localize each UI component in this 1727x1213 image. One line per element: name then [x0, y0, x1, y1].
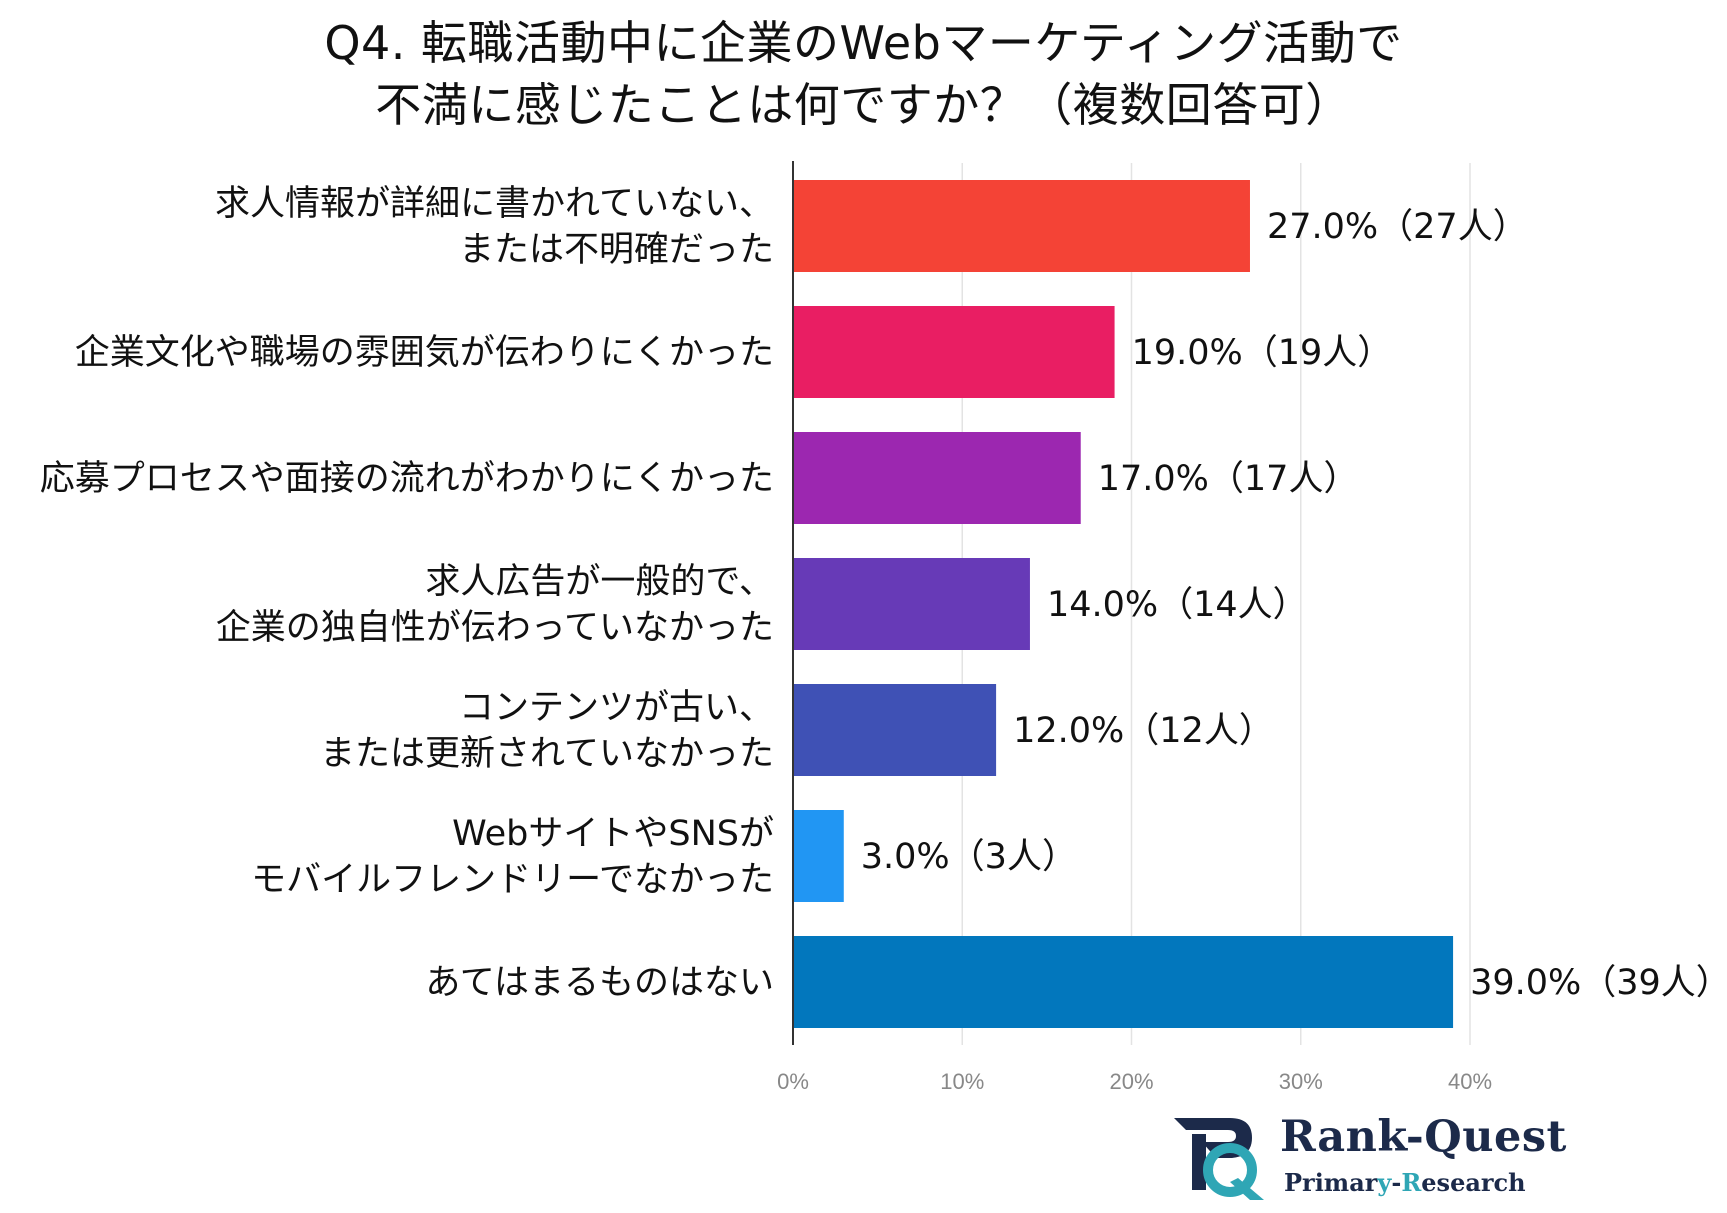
- bars: [793, 180, 1454, 1028]
- x-tick-labels: 0% 10% 20% 30% 40%: [777, 1069, 1492, 1094]
- value-label-6: 3.0%（3人）: [861, 837, 1077, 877]
- bar-3: [793, 432, 1081, 524]
- bar-5: [793, 684, 997, 776]
- bar-1: [793, 180, 1250, 272]
- value-label-3: 17.0%（17人）: [1098, 459, 1359, 499]
- category-labels: 求人情報が詳細に書かれていない、または不明確だった企業文化や職場の雰囲気が伝わり…: [40, 184, 774, 1003]
- value-labels: 27.0%（27人） 19.0%（19人） 17.0%（17人） 14.0%（14人）…: [861, 207, 1727, 1003]
- category-label-2: 企業文化や職場の雰囲気が伝わりにくかった: [75, 333, 774, 373]
- rank-quest-logo-icon: [1174, 1118, 1264, 1200]
- bar-2: [793, 306, 1115, 398]
- value-label-7: 39.0%（39人）: [1470, 963, 1727, 1003]
- bar-4: [793, 558, 1030, 650]
- bar-7: [793, 936, 1454, 1028]
- x-tick-label-0: 0%: [777, 1069, 809, 1094]
- chart-title-line-1: Q4. 転職活動中に企業のWebマーケティング活動で: [324, 16, 1403, 70]
- category-label-7: あてはまるものはない: [425, 963, 774, 1003]
- x-tick-label-30: 30%: [1279, 1069, 1323, 1094]
- rank-quest-logo: Rank-Quest Primary-Research: [1172, 1112, 1566, 1202]
- value-label-4: 14.0%（14人）: [1047, 585, 1308, 625]
- logo-name: Rank-Quest: [1280, 1112, 1567, 1162]
- bar-6: [793, 810, 844, 902]
- chart-title-line-2: 不満に感じたことは何ですか？（複数回答可）: [375, 78, 1352, 132]
- category-label-1: 求人情報が詳細に書かれていない、または不明確だった: [215, 184, 774, 270]
- logo-subtitle: Primary-Research: [1284, 1168, 1526, 1197]
- category-label-5: コンテンツが古い、または更新されていなかった: [320, 688, 774, 774]
- x-tick-label-10: 10%: [940, 1069, 984, 1094]
- value-label-1: 27.0%（27人）: [1267, 207, 1528, 247]
- category-label-6: WebサイトやSNSがモバイルフレンドリーでなかった: [251, 814, 774, 900]
- category-label-4: 求人広告が一般的で、企業の独自性が伝わっていなかった: [216, 562, 774, 648]
- value-label-2: 19.0%（19人）: [1132, 333, 1393, 373]
- x-tick-label-40: 40%: [1448, 1069, 1492, 1094]
- x-tick-label-20: 20%: [1109, 1069, 1153, 1094]
- value-label-5: 12.0%（12人）: [1013, 711, 1274, 751]
- category-label-3: 応募プロセスや面接の流れがわかりにくかった: [40, 459, 774, 499]
- chart-title: Q4. 転職活動中に企業のWebマーケティング活動で 不満に感じたことは何ですか…: [0, 12, 1727, 136]
- bar-chart: 求人情報が詳細に書かれていない、または不明確だった企業文化や職場の雰囲気が伝わり…: [40, 161, 1727, 1094]
